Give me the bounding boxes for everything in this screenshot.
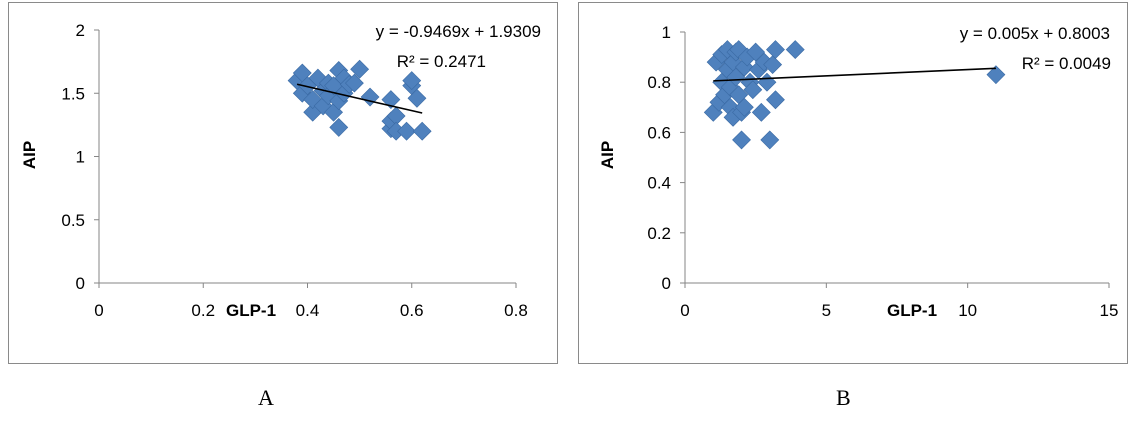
scatter-point: [732, 130, 751, 150]
y-tick-label: 0.4: [647, 174, 671, 193]
y-tick-label: 0.2: [647, 224, 671, 243]
chart-panel-a: 0 0.5 1 1.5 2 0 0.2 0.4 0.6 0.8 GLP-1 AIP y = -0.946…: [8, 2, 558, 364]
scatter-point: [986, 65, 1006, 85]
caption-b: B: [836, 385, 851, 410]
x-tick-label: 15: [1100, 301, 1119, 320]
y-tick-label: 0.8: [647, 73, 671, 92]
r-squared-label: R² = 0.2471: [397, 52, 486, 71]
r-squared-label: R² = 0.0049: [1022, 54, 1111, 73]
caption-a: A: [258, 385, 274, 410]
trendline: [296, 83, 423, 114]
y-tick-label: 1: [662, 23, 671, 42]
x-tick-label: 0.4: [296, 301, 320, 320]
scatter-chart-a: 0 0.5 1 1.5 2 0 0.2 0.4 0.6 0.8 GLP-1 AIP y = -0.946…: [20, 21, 541, 320]
chart-panel-b: 0 0.2 0.4 0.6 0.8 1 0 5 10 15 GLP-1 AIP y = 0.005x +…: [578, 2, 1128, 364]
x-tick-label: 5: [822, 301, 831, 320]
y-tick-label: 1: [76, 148, 85, 167]
scatter-point: [751, 102, 771, 122]
y-tick-label: 0: [76, 274, 85, 293]
y-tick-label: 0.6: [647, 123, 671, 142]
x-axis-title: GLP-1: [887, 301, 937, 320]
scatter-point: [763, 55, 783, 75]
scatter-point: [766, 40, 785, 59]
y-axis-title: AIP: [20, 141, 39, 169]
scatter-point: [743, 80, 763, 100]
y-tick-label: 0.5: [61, 211, 85, 230]
scatter-point: [407, 88, 427, 108]
y-axis-title: AIP: [598, 141, 617, 169]
trendline-equation: y = 0.005x + 0.8003: [960, 24, 1110, 43]
scatter-point: [397, 121, 416, 141]
x-tick-label: 0: [94, 301, 103, 320]
x-tick-label: 10: [958, 301, 977, 320]
scatter-point: [350, 59, 370, 79]
scatter-point: [360, 87, 380, 107]
x-axis-title: GLP-1: [226, 301, 276, 320]
scatter-point: [734, 97, 754, 117]
trendline-equation: y = -0.9469x + 1.9309: [376, 22, 541, 41]
trendline: [713, 67, 996, 82]
scatter-point: [344, 73, 364, 93]
x-tick-label: 0.2: [191, 301, 215, 320]
x-tick-label: 0.6: [400, 301, 424, 320]
scatter-point: [785, 40, 805, 59]
y-tick-label: 0: [662, 274, 671, 293]
scatter-point: [726, 67, 746, 87]
y-tick-label: 2: [76, 21, 85, 40]
scatter-point: [329, 117, 349, 137]
x-tick-label: 0: [680, 301, 689, 320]
x-tick-label: 0.8: [504, 301, 528, 320]
scatter-point: [760, 130, 780, 150]
scatter-point: [412, 121, 432, 141]
y-tick-label: 1.5: [61, 84, 85, 103]
scatter-point: [746, 42, 766, 62]
scatter-point: [402, 71, 422, 91]
scatter-point: [766, 90, 785, 110]
